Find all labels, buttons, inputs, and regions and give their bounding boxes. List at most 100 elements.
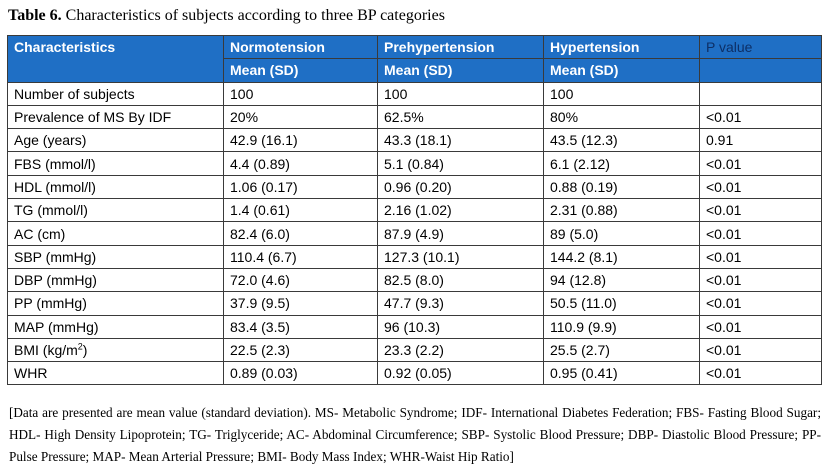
caption-label: Table 6.: [8, 7, 62, 24]
row-label-text: HDL (mmol/l): [14, 178, 96, 195]
cell-p-value: <0.01: [699, 361, 822, 386]
subheader-normotension: Mean (SD): [223, 58, 378, 83]
row-label-superscript: 2: [77, 341, 83, 352]
cell-p-value: <0.01: [699, 337, 822, 363]
cell-p-value: <0.01: [699, 314, 822, 339]
cell-hypertension: 2.31 (0.88): [543, 198, 700, 223]
row-label-text: WHR: [14, 365, 48, 382]
row-label: Age (years): [7, 128, 224, 153]
cell-p-value: <0.01: [699, 151, 822, 176]
cell-prehypertension: 87.9 (4.9): [377, 221, 544, 246]
table-footnote: [Data are presented are mean value (stan…: [9, 405, 821, 464]
cell-p-value: <0.01: [699, 198, 822, 223]
cell-hypertension: 110.9 (9.9): [543, 314, 700, 339]
row-label-text: Number of subjects: [14, 85, 135, 102]
cell-normotension: 110.4 (6.7): [223, 244, 378, 269]
row-label-text: MAP (mmHg): [14, 318, 99, 335]
row-label: PP (mmHg): [7, 291, 224, 316]
table-row: HDL (mmol/l) 1.06 (0.17) 0.96 (0.20) 0.88 (…: [7, 174, 822, 200]
row-label: Number of subjects: [7, 81, 224, 106]
row-label-text: FBS (mmol/l): [14, 155, 96, 172]
row-label: WHR: [7, 361, 224, 386]
cell-prehypertension: 82.5 (8.0): [377, 267, 544, 293]
row-label: MAP (mmHg): [7, 314, 224, 339]
cell-normotension: 1.06 (0.17): [223, 174, 378, 200]
table-row: MAP (mmHg) 83.4 (3.5) 96 (10.3) 110.9 (9.9)…: [7, 314, 822, 339]
cell-normotension: 0.89 (0.03): [223, 361, 378, 386]
header-p-value: P value: [699, 34, 822, 60]
cell-prehypertension: 127.3 (10.1): [377, 244, 544, 269]
cell-normotension: 72.0 (4.6): [223, 267, 378, 293]
row-label: AC (cm): [7, 221, 224, 246]
cell-prehypertension: 0.96 (0.20): [377, 174, 544, 200]
table-caption: Table 6. Characteristics of subjects acc…: [8, 6, 445, 26]
table-row: TG (mmol/l) 1.4 (0.61) 2.16 (1.02) 2.31 (0.…: [7, 198, 822, 223]
header-characteristics: Characteristics: [7, 35, 224, 83]
subheader-prehypertension: Mean (SD): [377, 58, 544, 83]
cell-hypertension: 0.88 (0.19): [543, 174, 700, 200]
header-prehypertension: Prehypertension: [377, 34, 544, 60]
cell-hypertension: 25.5 (2.7): [543, 337, 700, 363]
table-row: Age (years) 42.9 (16.1) 43.3 (18.1) 43.5 (1…: [7, 128, 822, 153]
cell-hypertension: 94 (12.8): [543, 267, 700, 293]
table-header: Characteristics Normotension Prehyperten…: [7, 34, 822, 83]
cell-normotension: 4.4 (0.89): [223, 151, 378, 176]
cell-prehypertension: 23.3 (2.2): [377, 337, 544, 363]
table-row: BMI (kg/m2) 22.5 (2.3) 23.3 (2.2) 25.5 (2.7…: [7, 337, 822, 363]
cell-hypertension: 0.95 (0.41): [543, 361, 700, 386]
row-label-text: TG (mmol/l): [14, 202, 88, 219]
row-label-text: BMI (kg/m: [14, 342, 78, 358]
header-row: Characteristics Normotension Prehyperten…: [7, 34, 822, 83]
cell-normotension: 100: [223, 81, 378, 106]
cell-normotension: 22.5 (2.3): [223, 337, 378, 363]
characteristics-table: Characteristics Normotension Prehyperten…: [7, 34, 822, 386]
subheader-hypertension: Mean (SD): [543, 58, 700, 83]
cell-prehypertension: 96 (10.3): [377, 314, 544, 339]
cell-normotension: 83.4 (3.5): [223, 314, 378, 339]
cell-hypertension: 43.5 (12.3): [543, 128, 700, 153]
row-label: Prevalence of MS By IDF: [7, 104, 224, 130]
header-hypertension: Hypertension: [543, 34, 700, 60]
cell-hypertension: 100: [543, 81, 700, 106]
cell-p-value: <0.01: [699, 244, 822, 269]
cell-normotension: 37.9 (9.5): [223, 291, 378, 316]
cell-p-value: <0.01: [699, 104, 822, 130]
cell-hypertension: 144.2 (8.1): [543, 244, 700, 269]
cell-prehypertension: 2.16 (1.02): [377, 198, 544, 223]
cell-prehypertension: 5.1 (0.84): [377, 151, 544, 176]
row-label-text: AC (cm): [14, 225, 66, 242]
table-row: WHR 0.89 (0.03) 0.92 (0.05) 0.95 (0.41) <0.0…: [7, 361, 822, 386]
cell-prehypertension: 47.7 (9.3): [377, 291, 544, 316]
row-label: DBP (mmHg): [7, 267, 224, 293]
cell-prehypertension: 100: [377, 81, 544, 106]
cell-hypertension: 6.1 (2.12): [543, 151, 700, 176]
table-body: Number of subjects 100 100 100 Prevalence of…: [7, 81, 822, 386]
cell-normotension: 42.9 (16.1): [223, 128, 378, 153]
row-label-text: Age (years): [14, 132, 87, 149]
cell-normotension: 20%: [223, 104, 378, 130]
cell-hypertension: 89 (5.0): [543, 221, 700, 246]
row-label: HDL (mmol/l): [7, 174, 224, 200]
row-label-text: PP (mmHg): [14, 295, 87, 312]
table-row: FBS (mmol/l) 4.4 (0.89) 5.1 (0.84) 6.1 (2.1…: [7, 151, 822, 176]
row-label: BMI (kg/m2): [7, 337, 224, 363]
cell-normotension: 82.4 (6.0): [223, 221, 378, 246]
table-row: PP (mmHg) 37.9 (9.5) 47.7 (9.3) 50.5 (11.0)…: [7, 291, 822, 316]
subheader-row: Mean (SD) Mean (SD) Mean (SD): [8, 58, 822, 83]
table-row: DBP (mmHg) 72.0 (4.6) 82.5 (8.0) 94 (12.8) <…: [7, 267, 822, 293]
row-label: SBP (mmHg): [7, 244, 224, 269]
table-row: Prevalence of MS By IDF 20% 62.5% 80% <0.01: [7, 104, 822, 130]
table-row: SBP (mmHg) 110.4 (6.7) 127.3 (10.1) 144.2 (…: [7, 244, 822, 269]
cell-hypertension: 80%: [543, 104, 700, 130]
header-normotension: Normotension: [223, 34, 378, 60]
row-label-text: Prevalence of MS By IDF: [14, 109, 172, 126]
cell-prehypertension: 0.92 (0.05): [377, 361, 544, 386]
cell-prehypertension: 62.5%: [377, 104, 544, 130]
cell-p-value: 0.91: [699, 128, 822, 153]
cell-p-value: <0.01: [699, 174, 822, 200]
cell-p-value: <0.01: [699, 267, 822, 293]
row-label-text: SBP (mmHg): [14, 248, 97, 265]
row-label-text: DBP (mmHg): [14, 272, 97, 289]
cell-prehypertension: 43.3 (18.1): [377, 128, 544, 153]
